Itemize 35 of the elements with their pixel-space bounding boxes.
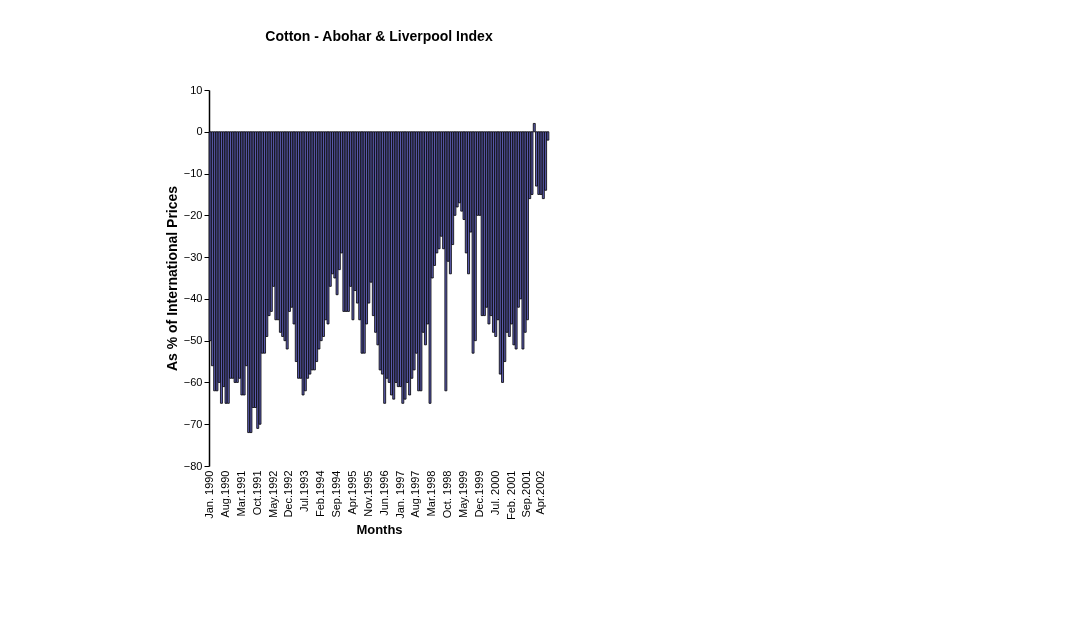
x-tick-label: Mar.1991 [234, 470, 247, 517]
x-tick-label: Jan. 1997 [393, 470, 406, 519]
y-tick-label: −40 [183, 292, 203, 305]
x-tick-label: Jul. 2000 [488, 470, 501, 516]
chart-title: Cotton - Abohar & Liverpool Index [265, 28, 493, 44]
x-tick-label: Jul.1993 [298, 470, 311, 513]
y-tick-label: 0 [196, 125, 203, 138]
x-tick-label: Sep.1994 [330, 470, 343, 518]
x-tick-label: Aug.1990 [219, 470, 231, 518]
x-tick-label: Oct. 1998 [441, 470, 454, 519]
y-tick-label: −30 [183, 250, 203, 263]
y-tick-label: −50 [183, 334, 203, 347]
y-tick-label: −20 [183, 208, 203, 221]
x-tick-label: Mar.1998 [425, 470, 438, 517]
x-tick-label: Jan. 1990 [203, 470, 216, 519]
y-tick-label: −70 [183, 417, 203, 430]
y-tick-label: 10 [190, 83, 203, 96]
x-tick-label: Dec.1992 [282, 470, 295, 518]
x-tick-label: Dec.1999 [472, 470, 485, 518]
x-tick-label: Nov.1995 [361, 470, 374, 517]
x-tick-label: Jun.1996 [377, 470, 390, 516]
y-tick-label: −60 [183, 375, 203, 388]
x-tick-label: Oct.1991 [250, 470, 263, 516]
x-tick-label: May.1992 [266, 470, 279, 518]
y-tick-label: −10 [183, 167, 203, 180]
x-tick-label: May.1999 [457, 470, 469, 518]
x-tick-label: Sep.2001 [520, 470, 533, 518]
x-tick-label: Apr.1995 [345, 470, 358, 515]
y-axis-title: As % of International Prices [163, 185, 180, 372]
x-tick-label: Aug.1997 [409, 470, 422, 518]
x-axis-title: Months [356, 522, 403, 538]
y-tick-label: −80 [183, 459, 203, 472]
x-tick-label: Apr.2002 [534, 470, 547, 515]
x-tick-label: Feb.1994 [314, 470, 327, 517]
x-tick-label: Feb. 2001 [504, 470, 517, 521]
